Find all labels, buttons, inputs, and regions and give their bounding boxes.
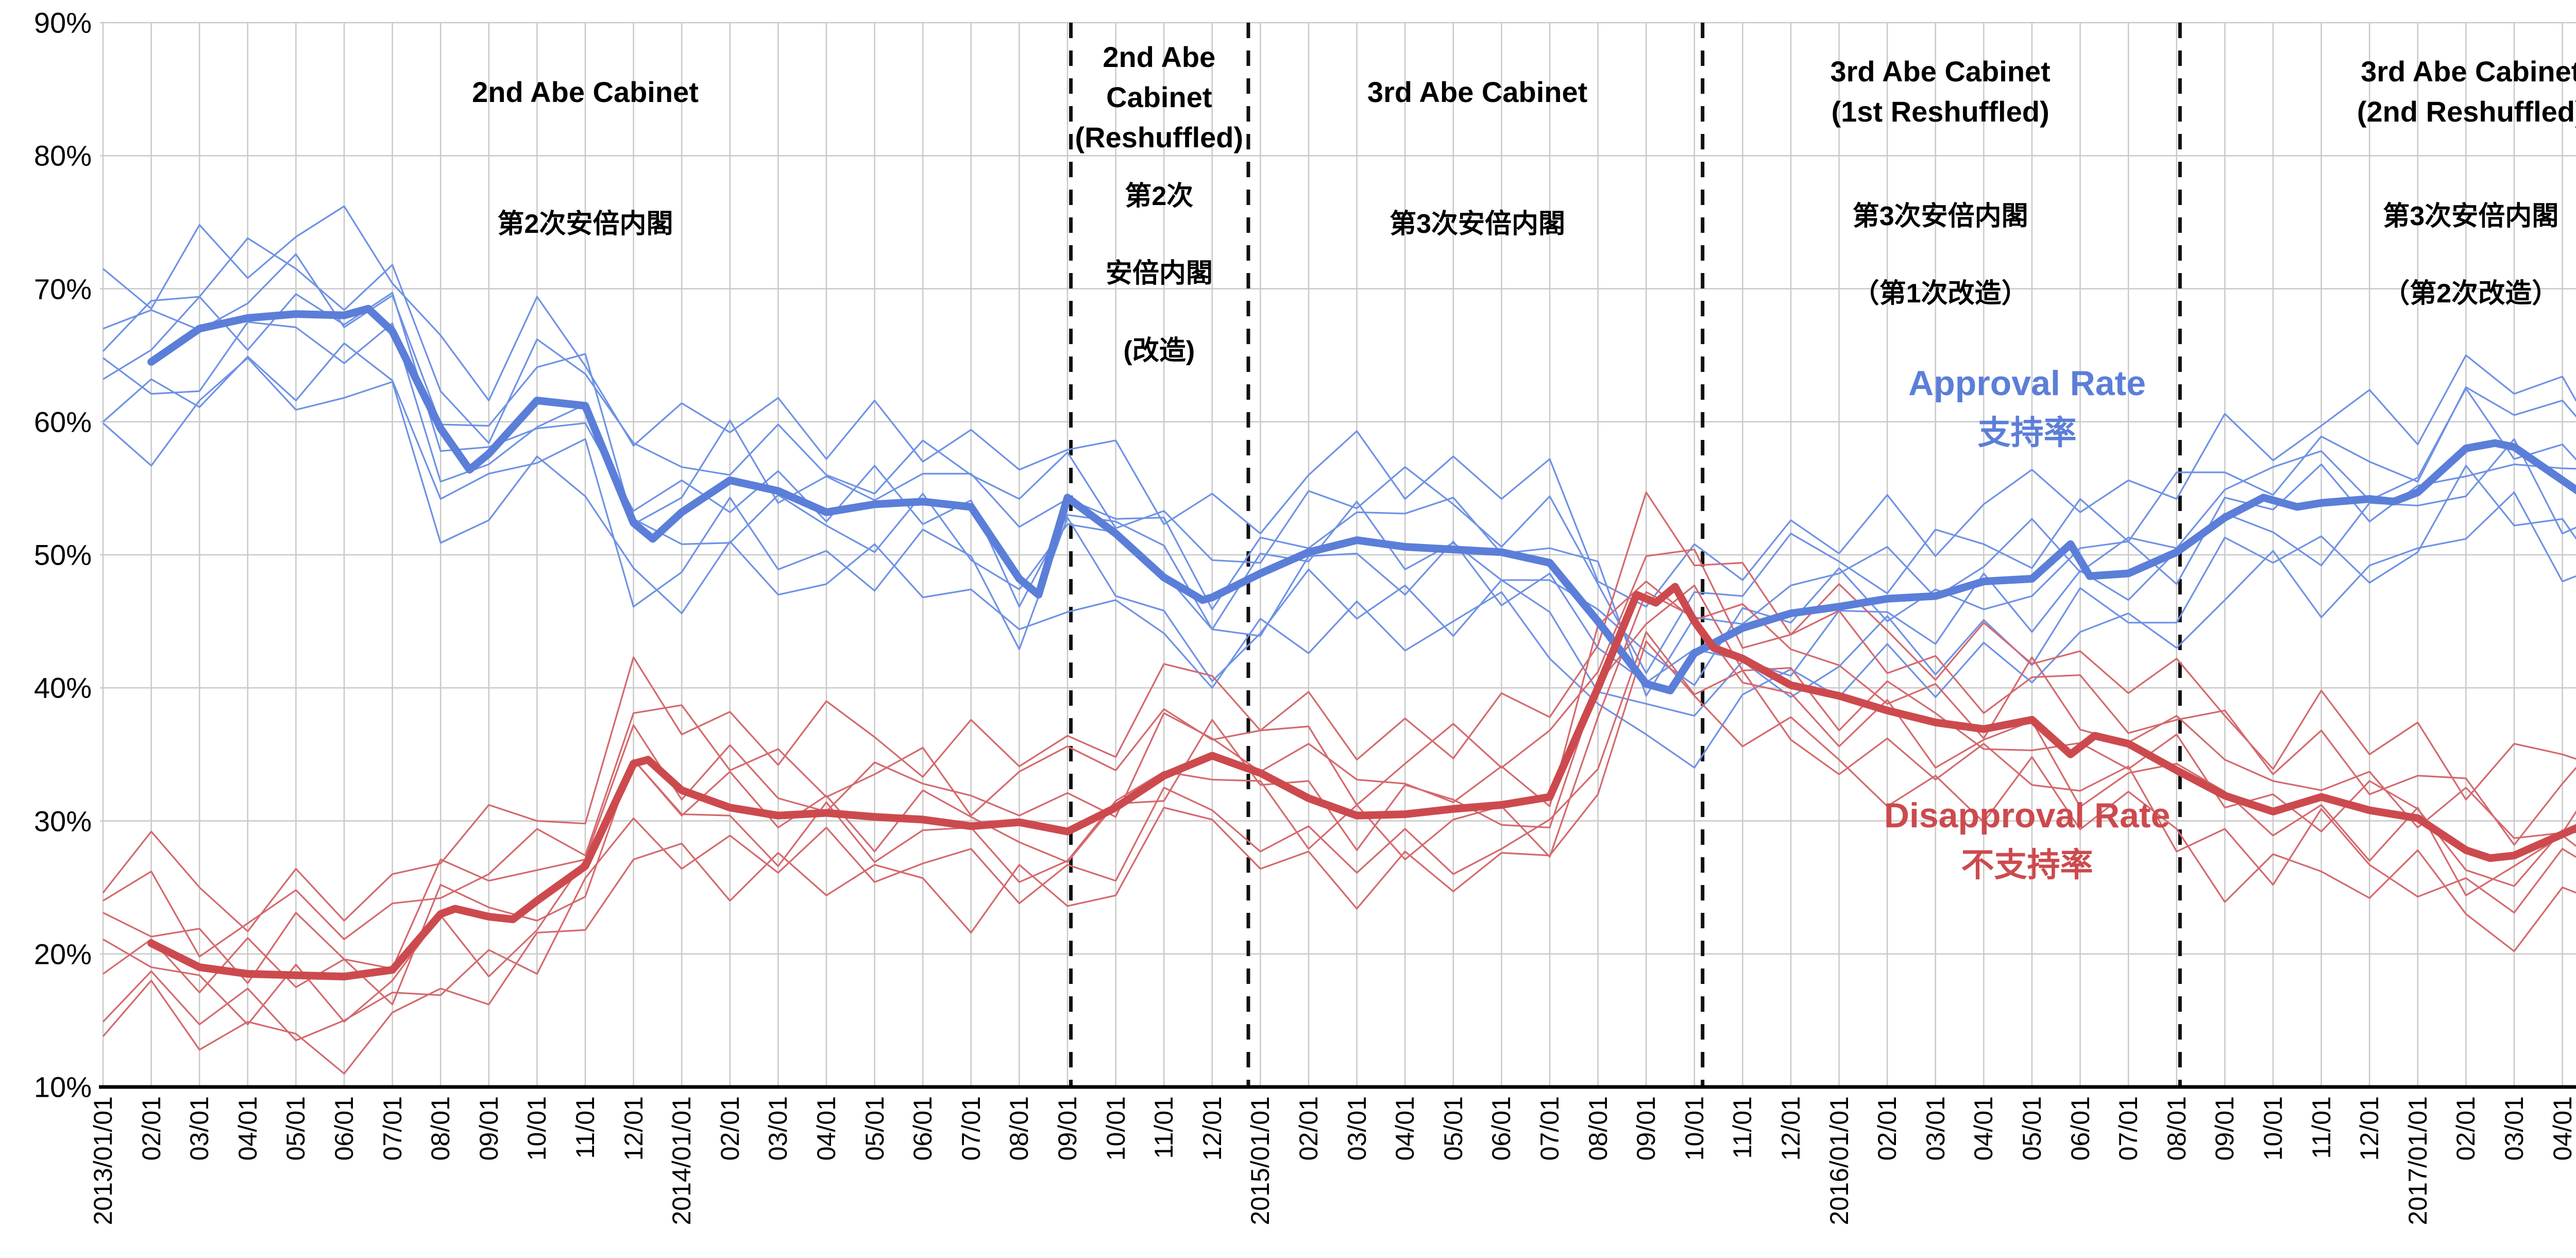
cabinet-annotation-ja: 第3次安倍内閣: [1852, 201, 2028, 231]
disapproval-poll-line: [103, 549, 2576, 958]
cabinet-annotation-ja: （第1次改造）: [1852, 279, 2028, 309]
cabinet-annotation-en: 3rd Abe Cabinet: [1830, 55, 2050, 88]
individual-poll-lines: [102, 205, 2576, 1075]
cabinet-annotation-ja: 安倍内閣: [1105, 259, 1213, 288]
cabinet-annotation: 3rd Abe Cabinet (1st Reshuffled) 第3次安倍内閣 （第…: [1657, 52, 2224, 332]
cabinet-annotation-en: 2nd Abe Cabinet: [472, 76, 699, 108]
cabinet-annotation: 2nd Abe Cabinet 第2次安倍内閣: [302, 72, 869, 263]
disapproval-poll-line: [102, 640, 2576, 1075]
cabinet-annotation: 3rd Abe Cabinet 第3次安倍内閣: [1194, 72, 1761, 263]
y-tick-label: 40%: [33, 671, 92, 704]
cabinet-annotation: 2nd Abe Cabinet (Reshuffled) 第2次安倍内閣 (改造): [876, 37, 1443, 389]
y-tick-label: 30%: [33, 805, 92, 837]
y-tick-label: 20%: [33, 938, 92, 971]
legend-approval-ja: 支持率: [1977, 414, 2077, 451]
approval-poll-line: [102, 342, 2576, 717]
legend-disapproval: Disapproval Rate 不支持率: [1884, 792, 2171, 891]
cabinet-annotation-ja: （第2次改造）: [2383, 279, 2559, 309]
cabinet-annotation-en: (2nd Reshuffled): [2357, 95, 2576, 128]
approval-average-line: [147, 304, 2576, 694]
cabinet-annotation-ja: 第2次: [1125, 181, 1194, 211]
cabinet-annotation-en: (Reshuffled): [1075, 121, 1244, 154]
y-tick-label: 10%: [33, 1070, 92, 1103]
legend-approval: Approval Rate 支持率: [1908, 360, 2146, 458]
cabinet-annotation-ja: 第2次安倍内閣: [497, 209, 673, 239]
legend-disapproval-en: Disapproval Rate: [1884, 796, 2171, 836]
approval-poll-line: [102, 357, 2576, 769]
cabinet-annotation-ja: 第3次安倍内閣: [1389, 209, 1566, 239]
legend-approval-en: Approval Rate: [1908, 363, 2146, 403]
y-tick-label: 80%: [33, 139, 92, 172]
disapproval-poll-line: [103, 581, 2576, 984]
disapproval-average-line: [147, 583, 2576, 981]
cabinet-annotation-en: (1st Reshuffled): [1831, 95, 2049, 128]
cabinet-annotation-ja: 第3次安倍内閣: [2383, 201, 2559, 231]
disapproval-poll-line: [103, 584, 2576, 1006]
cabinet-annotation-en: 2nd Abe: [1103, 41, 1216, 73]
y-tick-label: 50%: [33, 538, 92, 571]
cabinet-annotation-ja: (改造): [1123, 336, 1195, 366]
y-tick-label: 90%: [33, 6, 92, 39]
approval-poll-line: [102, 205, 2576, 608]
approval-poll-line: [103, 253, 2576, 697]
disapproval-poll-line: [102, 631, 2576, 1042]
legend-disapproval-ja: 不支持率: [1961, 846, 2093, 884]
y-tick-label: 70%: [33, 273, 92, 305]
cabinet-annotation-en: 3rd Abe Cabinet: [2361, 55, 2576, 88]
cabinet-annotation: 3rd Abe Cabinet (2nd Reshuffled) 第3次安倍内閣 （第…: [2188, 52, 2576, 332]
cabinet-annotation-en: Cabinet: [1106, 81, 1212, 113]
disapproval-poll-line: [102, 491, 2576, 932]
y-tick-label: 60%: [33, 405, 92, 438]
cabinet-annotation-en: 3rd Abe Cabinet: [1367, 76, 1588, 108]
